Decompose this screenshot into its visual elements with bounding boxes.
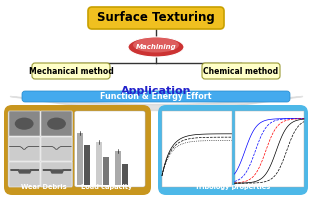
Text: Application: Application bbox=[121, 86, 191, 96]
FancyBboxPatch shape bbox=[32, 63, 110, 79]
Bar bbox=[84, 145, 90, 185]
Text: Load capacity: Load capacity bbox=[81, 184, 133, 190]
Text: Tribology properties: Tribology properties bbox=[195, 184, 271, 190]
FancyBboxPatch shape bbox=[88, 7, 224, 29]
FancyBboxPatch shape bbox=[4, 105, 151, 195]
Bar bbox=[8, 111, 40, 136]
FancyBboxPatch shape bbox=[22, 91, 290, 102]
Bar bbox=[115, 151, 121, 185]
Text: Surface Texturing: Surface Texturing bbox=[97, 12, 215, 24]
Ellipse shape bbox=[15, 118, 34, 130]
Bar bbox=[103, 157, 110, 185]
FancyBboxPatch shape bbox=[8, 111, 73, 187]
Ellipse shape bbox=[133, 37, 179, 53]
Ellipse shape bbox=[47, 118, 66, 130]
Bar bbox=[41, 162, 72, 186]
Bar bbox=[122, 164, 129, 185]
Ellipse shape bbox=[128, 37, 184, 57]
Bar bbox=[8, 162, 40, 186]
FancyBboxPatch shape bbox=[202, 63, 280, 79]
Text: Mechanical method: Mechanical method bbox=[29, 66, 113, 75]
Bar bbox=[8, 137, 40, 161]
FancyBboxPatch shape bbox=[158, 105, 308, 195]
Bar bbox=[95, 142, 102, 185]
Bar bbox=[76, 133, 83, 185]
FancyBboxPatch shape bbox=[75, 111, 145, 187]
Text: Wear Debris: Wear Debris bbox=[21, 184, 66, 190]
Bar bbox=[41, 111, 72, 136]
Bar bbox=[162, 111, 232, 187]
Text: Machining: Machining bbox=[136, 44, 176, 50]
Bar bbox=[41, 137, 72, 161]
Text: Function & Energy Effort: Function & Energy Effort bbox=[100, 92, 212, 101]
Bar bbox=[235, 111, 304, 187]
Text: Chemical method: Chemical method bbox=[203, 66, 279, 75]
